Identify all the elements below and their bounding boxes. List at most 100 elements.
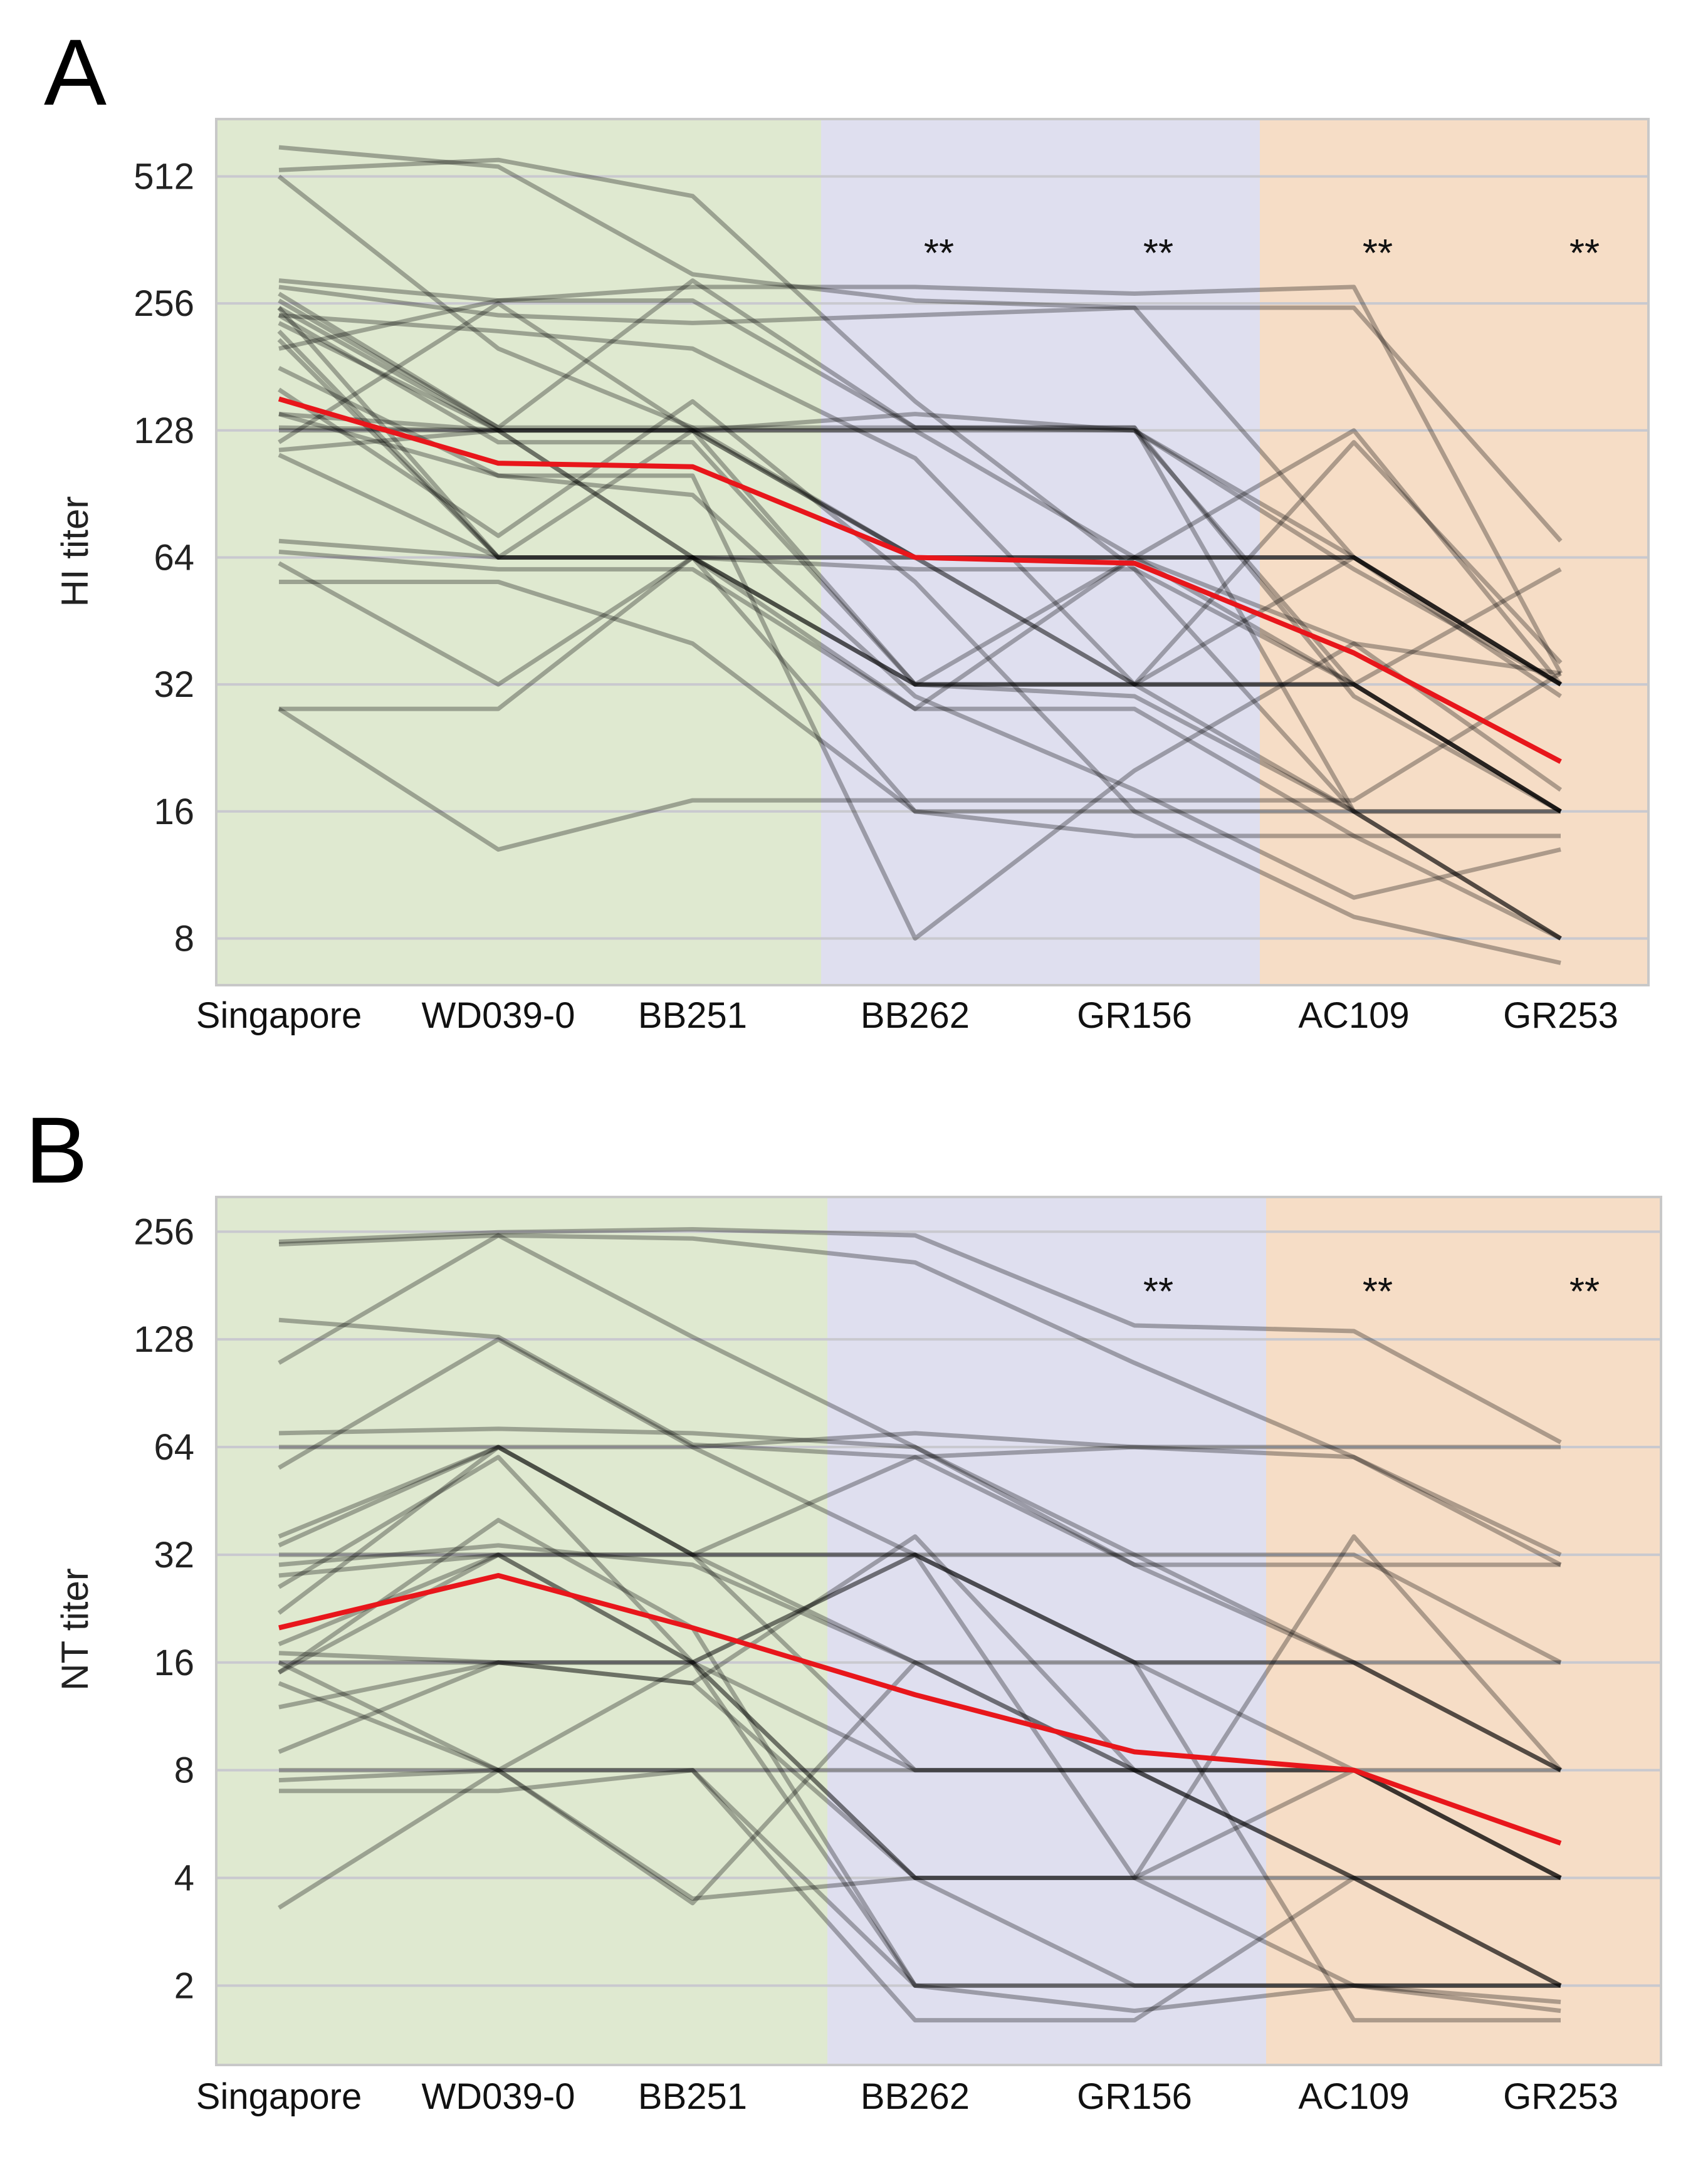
individual-line xyxy=(277,1445,1562,1772)
y-tick-label: 8 xyxy=(174,1750,194,1791)
individual-line xyxy=(278,1518,1561,2014)
individual-line xyxy=(278,298,1562,687)
individual-line xyxy=(278,671,1562,852)
y-tick-label: 64 xyxy=(154,1427,194,1468)
individual-line xyxy=(278,1552,1561,1880)
individual-line xyxy=(278,1233,1562,1557)
band-green xyxy=(216,1197,827,2065)
individual-line xyxy=(278,313,1563,687)
y-tick-label: 128 xyxy=(134,410,194,451)
individual-line xyxy=(278,1534,1563,1880)
individual-line xyxy=(278,412,1563,941)
x-tick-label: WD039-0 xyxy=(422,995,575,1036)
band-orange xyxy=(1266,1197,1661,2065)
band-blue xyxy=(827,1197,1266,2065)
y-tick-label: 512 xyxy=(134,156,194,197)
x-tick-label: AC109 xyxy=(1298,2076,1409,2117)
y-tick-label: 16 xyxy=(154,1643,194,1683)
individual-line xyxy=(278,555,1561,814)
individual-line xyxy=(279,1431,1562,1567)
individual-line xyxy=(279,1552,1562,1772)
individual-line xyxy=(278,145,1562,687)
individual-line xyxy=(278,1552,1562,1988)
mean-line xyxy=(278,1573,1562,1846)
individual-line xyxy=(278,1317,1561,1460)
individual-line xyxy=(278,1226,1562,1445)
y-tick-label: 32 xyxy=(154,664,194,705)
band-green xyxy=(216,119,821,985)
individual-line xyxy=(278,278,1562,813)
individual-line xyxy=(278,412,1562,687)
y-axis-label: HI titer xyxy=(54,496,96,607)
x-tick-label: GR253 xyxy=(1503,995,1618,1036)
individual-line xyxy=(278,1552,1562,1772)
x-tick-label: BB251 xyxy=(638,2076,747,2117)
individual-line xyxy=(278,428,1563,687)
y-tick-label: 16 xyxy=(154,792,194,832)
x-tick-label: AC109 xyxy=(1298,995,1409,1036)
y-tick-label: 8 xyxy=(174,918,194,959)
individual-line xyxy=(278,298,1562,941)
individual-line xyxy=(279,555,1562,711)
significance-marker: ** xyxy=(1569,1270,1600,1314)
panel-letter: B xyxy=(25,1097,88,1203)
x-tick-label: GR156 xyxy=(1077,995,1192,1036)
x-tick-label: BB262 xyxy=(861,995,970,1036)
individual-line xyxy=(278,1455,1561,1988)
y-tick-label: 2 xyxy=(174,1965,194,2006)
individual-line xyxy=(279,1660,1561,1988)
individual-line xyxy=(278,549,1562,941)
individual-line xyxy=(277,306,1561,711)
x-tick-label: GR156 xyxy=(1077,2076,1192,2117)
y-tick-label: 256 xyxy=(134,283,194,324)
chart-svg-a: 8 16 32 64 128 256 512 Singapore WD039-0 BB251 BB2… xyxy=(54,118,1650,1036)
panel-b: B 2 4 8 16 32 64 128 256 Singapore WD039-0 BB251 BB… xyxy=(0,1084,1708,2169)
individual-line xyxy=(278,1445,1562,1988)
individual-line xyxy=(278,425,1562,813)
significance-marker: ** xyxy=(1569,232,1600,275)
x-tick-label: BB251 xyxy=(638,995,747,1036)
significance-marker: ** xyxy=(1143,1270,1173,1314)
band-blue xyxy=(821,119,1260,985)
individual-line xyxy=(278,157,1562,813)
individual-line xyxy=(279,428,1562,941)
individual-line xyxy=(278,1660,1561,1988)
y-tick-label: 256 xyxy=(134,1211,194,1252)
x-tick-label: WD039-0 xyxy=(422,2076,575,2117)
individual-line xyxy=(277,338,1562,813)
individual-line xyxy=(278,321,1562,813)
panel-a: A 8 16 32 64 128 256 512 Singapore WD039-0 BB251 B… xyxy=(0,0,1708,1065)
individual-line xyxy=(278,1660,1561,2023)
significance-marker: ** xyxy=(1363,1270,1393,1314)
individual-line xyxy=(278,1445,1562,1665)
individual-line xyxy=(278,1233,1561,1567)
significance-marker: ** xyxy=(1143,232,1173,275)
individual-line xyxy=(278,1534,1562,1988)
x-tick-label: Singapore xyxy=(196,2076,362,2117)
plot-frame xyxy=(215,118,1650,986)
plot-frame xyxy=(215,1196,1662,2066)
band-orange xyxy=(1260,119,1648,985)
y-tick-label: 4 xyxy=(174,1858,194,1898)
individual-line xyxy=(279,580,1561,839)
y-tick-label: 32 xyxy=(154,1535,194,1576)
individual-line xyxy=(278,452,1562,813)
panel-letter: A xyxy=(44,19,107,125)
individual-line xyxy=(278,1768,1561,2004)
x-tick-label: BB262 xyxy=(861,2076,970,2117)
chart-svg-b: 2 4 8 16 32 64 128 256 Singapore WD039-0 BB251 BB26… xyxy=(54,1196,1662,2117)
mean-line xyxy=(278,396,1562,764)
y-axis-label: NT titer xyxy=(54,1568,96,1691)
significance-marker: ** xyxy=(1363,232,1393,275)
x-tick-label: GR253 xyxy=(1503,2076,1618,2117)
y-tick-label: 64 xyxy=(154,537,194,578)
individual-line xyxy=(278,278,1563,675)
individual-line xyxy=(278,1426,1561,1665)
individual-line xyxy=(278,313,1561,814)
x-tick-label: Singapore xyxy=(196,995,362,1036)
y-tick-label: 128 xyxy=(134,1319,194,1360)
individual-line xyxy=(278,285,1563,543)
significance-marker: ** xyxy=(924,232,954,275)
individual-line xyxy=(278,387,1561,965)
individual-line xyxy=(278,365,1561,900)
